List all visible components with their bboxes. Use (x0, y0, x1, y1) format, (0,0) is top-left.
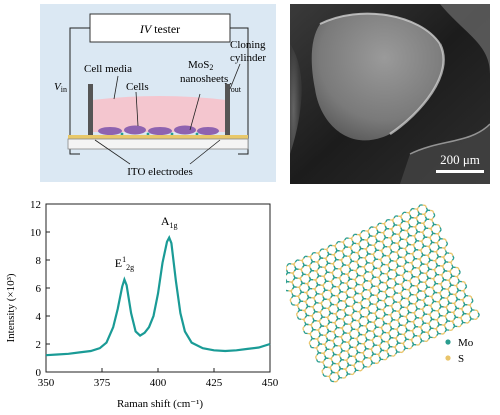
y-axis-label: Intensity (×10³) (5, 273, 17, 342)
device-schematic-panel: IV tester Vin Vout (40, 4, 276, 182)
cell-media-label: Cell media (84, 63, 132, 75)
ito-label: ITO electrodes (127, 166, 192, 178)
sem-image-panel: 200 μm (290, 4, 490, 184)
mos2-lattice: Mo S (286, 196, 500, 410)
scale-bar-label: 200 μm (440, 152, 480, 167)
iv-tester-label: IV tester (139, 22, 180, 36)
legend-label-mo: Mo (458, 337, 474, 349)
cylinder-wall-right (225, 84, 230, 138)
legend-marker-mo (445, 339, 450, 344)
y-tick-label: 6 (36, 283, 42, 295)
y-tick-label: 4 (36, 311, 42, 323)
x-axis-label: Raman shift (cm⁻¹) (117, 398, 203, 410)
cells-label: Cells (126, 81, 149, 93)
x-tick-label: 425 (206, 377, 223, 389)
legend-label-s: S (458, 353, 464, 365)
y-tick-label: 8 (36, 255, 42, 267)
cylinder-wall-left (88, 84, 93, 138)
hexagonal-lattice (286, 205, 479, 382)
ito-electrode-layer (68, 135, 248, 139)
lattice-panel: Mo S (286, 196, 500, 410)
cloning-label-line2: cylinder (230, 52, 266, 64)
peak-label-1: A1g (161, 214, 178, 230)
y-tick-label: 10 (30, 227, 42, 239)
media-pointer (114, 76, 118, 99)
device-schematic: IV tester Vin Vout (40, 4, 276, 182)
x-tick-label: 400 (150, 377, 167, 389)
cell-media (92, 96, 226, 132)
raman-series-line (46, 238, 270, 356)
x-tick-label: 450 (262, 377, 279, 389)
mos2-label-line1: MoS2 (188, 59, 213, 72)
x-tick-label: 375 (94, 377, 111, 389)
mos2-label-line2: nanosheets (180, 73, 228, 85)
legend-marker-s (445, 355, 450, 360)
y-tick-label: 0 (36, 367, 42, 379)
y-tick-label: 12 (30, 199, 41, 211)
peak-label-0: E12g (115, 255, 134, 272)
y-tick-label: 2 (36, 339, 42, 351)
scale-bar (436, 170, 484, 173)
vin-label: Vin (54, 81, 67, 94)
lattice-legend: Mo S (445, 337, 473, 365)
sem-image: 200 μm (290, 4, 490, 184)
glass-substrate (68, 139, 248, 149)
cloning-label-line1: Cloning (230, 39, 266, 51)
